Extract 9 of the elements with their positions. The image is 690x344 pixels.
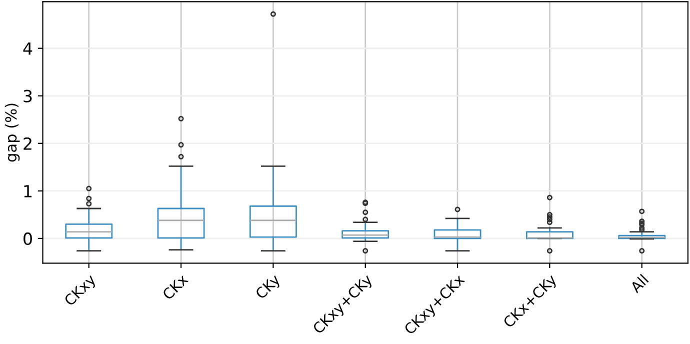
y-axis-title: gap (%) [4,104,20,162]
x-tick-label: CKy [254,273,283,302]
y-tick-label: 1 [24,185,32,198]
x-tick-label: All [629,274,649,294]
y-tick-label: 3 [24,90,32,102]
x-tick-label: CKx [162,273,189,300]
y-tick-label: 2 [24,137,32,150]
y-tick-label: 0 [24,232,32,246]
y-tick-label: 4 [23,42,32,55]
